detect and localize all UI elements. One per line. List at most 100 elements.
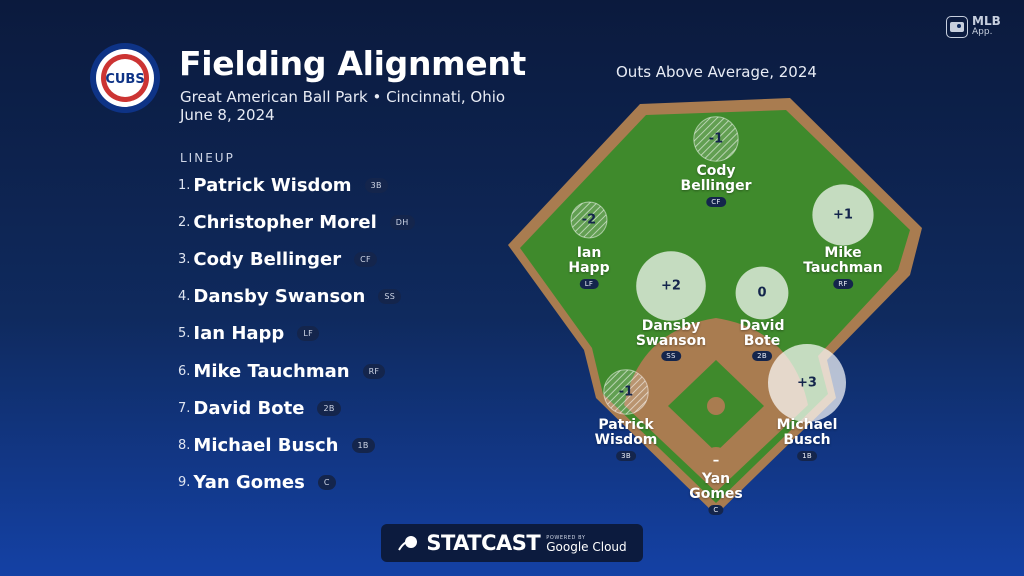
oaa-circle: [768, 344, 846, 422]
lineup-player-name: Yan Gomes: [193, 472, 305, 494]
mlb-app-line1: MLB: [972, 14, 1001, 28]
oaa-value: +3: [797, 375, 817, 391]
fielder-name: David Bote: [739, 319, 784, 349]
oaa-circle: [570, 201, 608, 239]
cubs-logo-text: CUBS: [105, 72, 144, 87]
lineup-item: 9. Yan Gomes C: [178, 471, 336, 495]
position-badge: 2B: [317, 400, 341, 416]
lineup-item: 3. Cody Bellinger CF: [178, 247, 377, 271]
fielder-position-badge: 3B: [616, 451, 636, 461]
lineup-player-name: Cody Bellinger: [193, 248, 342, 270]
lineup-item: 8. Michael Busch 1B: [178, 433, 375, 457]
mlb-logo-icon: [946, 16, 968, 38]
lineup-player-name: Michael Busch: [193, 434, 339, 456]
position-badge: C: [317, 475, 336, 491]
lineup-item: 4. Dansby Swanson SS: [178, 285, 402, 309]
position-badge: 3B: [364, 177, 388, 193]
fielder-name: Mike Tauchman: [803, 246, 882, 276]
game-date: June 8, 2024: [180, 106, 275, 124]
lineup-player-name: Christopher Morel: [193, 211, 377, 233]
lineup-player-name: Ian Happ: [193, 323, 285, 345]
lineup-number: 7.: [178, 400, 191, 416]
lineup-number: 5.: [178, 326, 191, 342]
fielder-position-badge: RF: [833, 279, 853, 289]
lineup-player-name: Mike Tauchman: [193, 360, 350, 382]
lineup-number: 9.: [178, 475, 191, 491]
lineup-item: 1. Patrick Wisdom 3B: [178, 173, 388, 197]
statcast-icon: [398, 536, 418, 551]
fielder-first-name: Yan: [701, 471, 731, 487]
oaa-circle: [812, 184, 874, 246]
page-title: Fielding Alignment: [179, 44, 526, 83]
lineup-number: 3.: [178, 251, 191, 267]
lineup-number: 2.: [178, 214, 191, 230]
statcast-wordmark: STATCAST: [426, 531, 541, 555]
fielder-last-name: Bellinger: [680, 178, 752, 194]
lineup-player-name: David Bote: [193, 397, 305, 419]
lineup-item: 2. Christopher Morel DH: [178, 210, 415, 234]
oaa-value: -1: [618, 384, 634, 400]
lineup-item: 5. Ian Happ LF: [178, 322, 319, 346]
fielder-name: Michael Busch: [777, 418, 838, 448]
fielder-name: Dansby Swanson: [636, 319, 706, 349]
oaa-value: -2: [581, 212, 597, 228]
lineup-player-name: Patrick Wisdom: [193, 174, 352, 196]
lineup-player-name: Dansby Swanson: [193, 286, 366, 308]
fielder-position-badge: CF: [706, 197, 726, 207]
lineup-number: 4.: [178, 289, 191, 305]
position-badge: CF: [354, 251, 377, 267]
oaa-circles: [570, 116, 874, 422]
oaa-value: 0: [757, 285, 767, 301]
position-badge: RF: [362, 363, 386, 379]
fielder-position-badge: C: [708, 505, 724, 515]
google-cloud-label: Google Cloud: [546, 540, 627, 554]
statcast-badge: STATCAST POWERED BY Google Cloud: [381, 524, 643, 562]
fielder-position-badge: 1B: [797, 451, 817, 461]
fielder-last-name: Tauchman: [803, 260, 883, 276]
venue-subtitle: Great American Ball Park • Cincinnati, O…: [180, 88, 506, 106]
oaa-circle: [735, 266, 789, 320]
fielder-position-badge: 2B: [752, 351, 772, 361]
lineup-heading: LINEUP: [180, 151, 235, 165]
position-badge: LF: [297, 326, 319, 342]
fielder-first-name: Cody: [696, 163, 736, 179]
home-plate-area: [703, 447, 729, 473]
field-chart-title: Outs Above Average, 2024: [616, 63, 817, 81]
oaa-circle: [693, 116, 739, 162]
oaa-value: +1: [833, 207, 853, 223]
fielder-first-name: Patrick: [598, 417, 654, 433]
lineup-item: 7. David Bote 2B: [178, 396, 341, 420]
fielder-last-name: Busch: [783, 432, 831, 448]
fielder-first-name: David: [739, 318, 785, 334]
fielder-last-name: Bote: [743, 333, 781, 349]
fielder-name: Ian Happ: [568, 246, 609, 276]
lineup-number: 6.: [178, 363, 191, 379]
powered-by-label: POWERED BY: [546, 535, 586, 541]
fielder-first-name: Dansby: [641, 318, 701, 334]
pitchers-mound: [707, 397, 725, 415]
position-badge: DH: [389, 214, 415, 230]
oaa-value: -1: [708, 131, 724, 147]
fielder-name: Patrick Wisdom: [595, 418, 658, 448]
lineup-item: 6. Mike Tauchman RF: [178, 359, 386, 383]
fielder-last-name: Gomes: [689, 486, 743, 502]
mlb-app-line2: App.: [972, 27, 993, 37]
fielder-last-name: Wisdom: [594, 432, 658, 448]
oaa-circle: [636, 251, 706, 321]
oaa-value: –: [712, 453, 720, 469]
fielder-name: Yan Gomes: [689, 472, 743, 502]
fielder-last-name: Happ: [568, 260, 610, 276]
lineup-number: 8.: [178, 437, 191, 453]
fielder-first-name: Ian: [576, 245, 602, 261]
oaa-circle: [603, 369, 649, 415]
fielder-position-badge: SS: [661, 351, 681, 361]
lineup-number: 1.: [178, 177, 191, 193]
cubs-logo: CUBS: [90, 43, 160, 113]
oaa-value: +2: [661, 278, 681, 294]
position-badge: SS: [378, 289, 402, 305]
position-badge: 1B: [351, 437, 375, 453]
fielder-first-name: Michael: [776, 417, 838, 433]
fielder-name: Cody Bellinger: [681, 164, 752, 194]
mlb-app-badge: MLB App.: [946, 14, 1001, 38]
